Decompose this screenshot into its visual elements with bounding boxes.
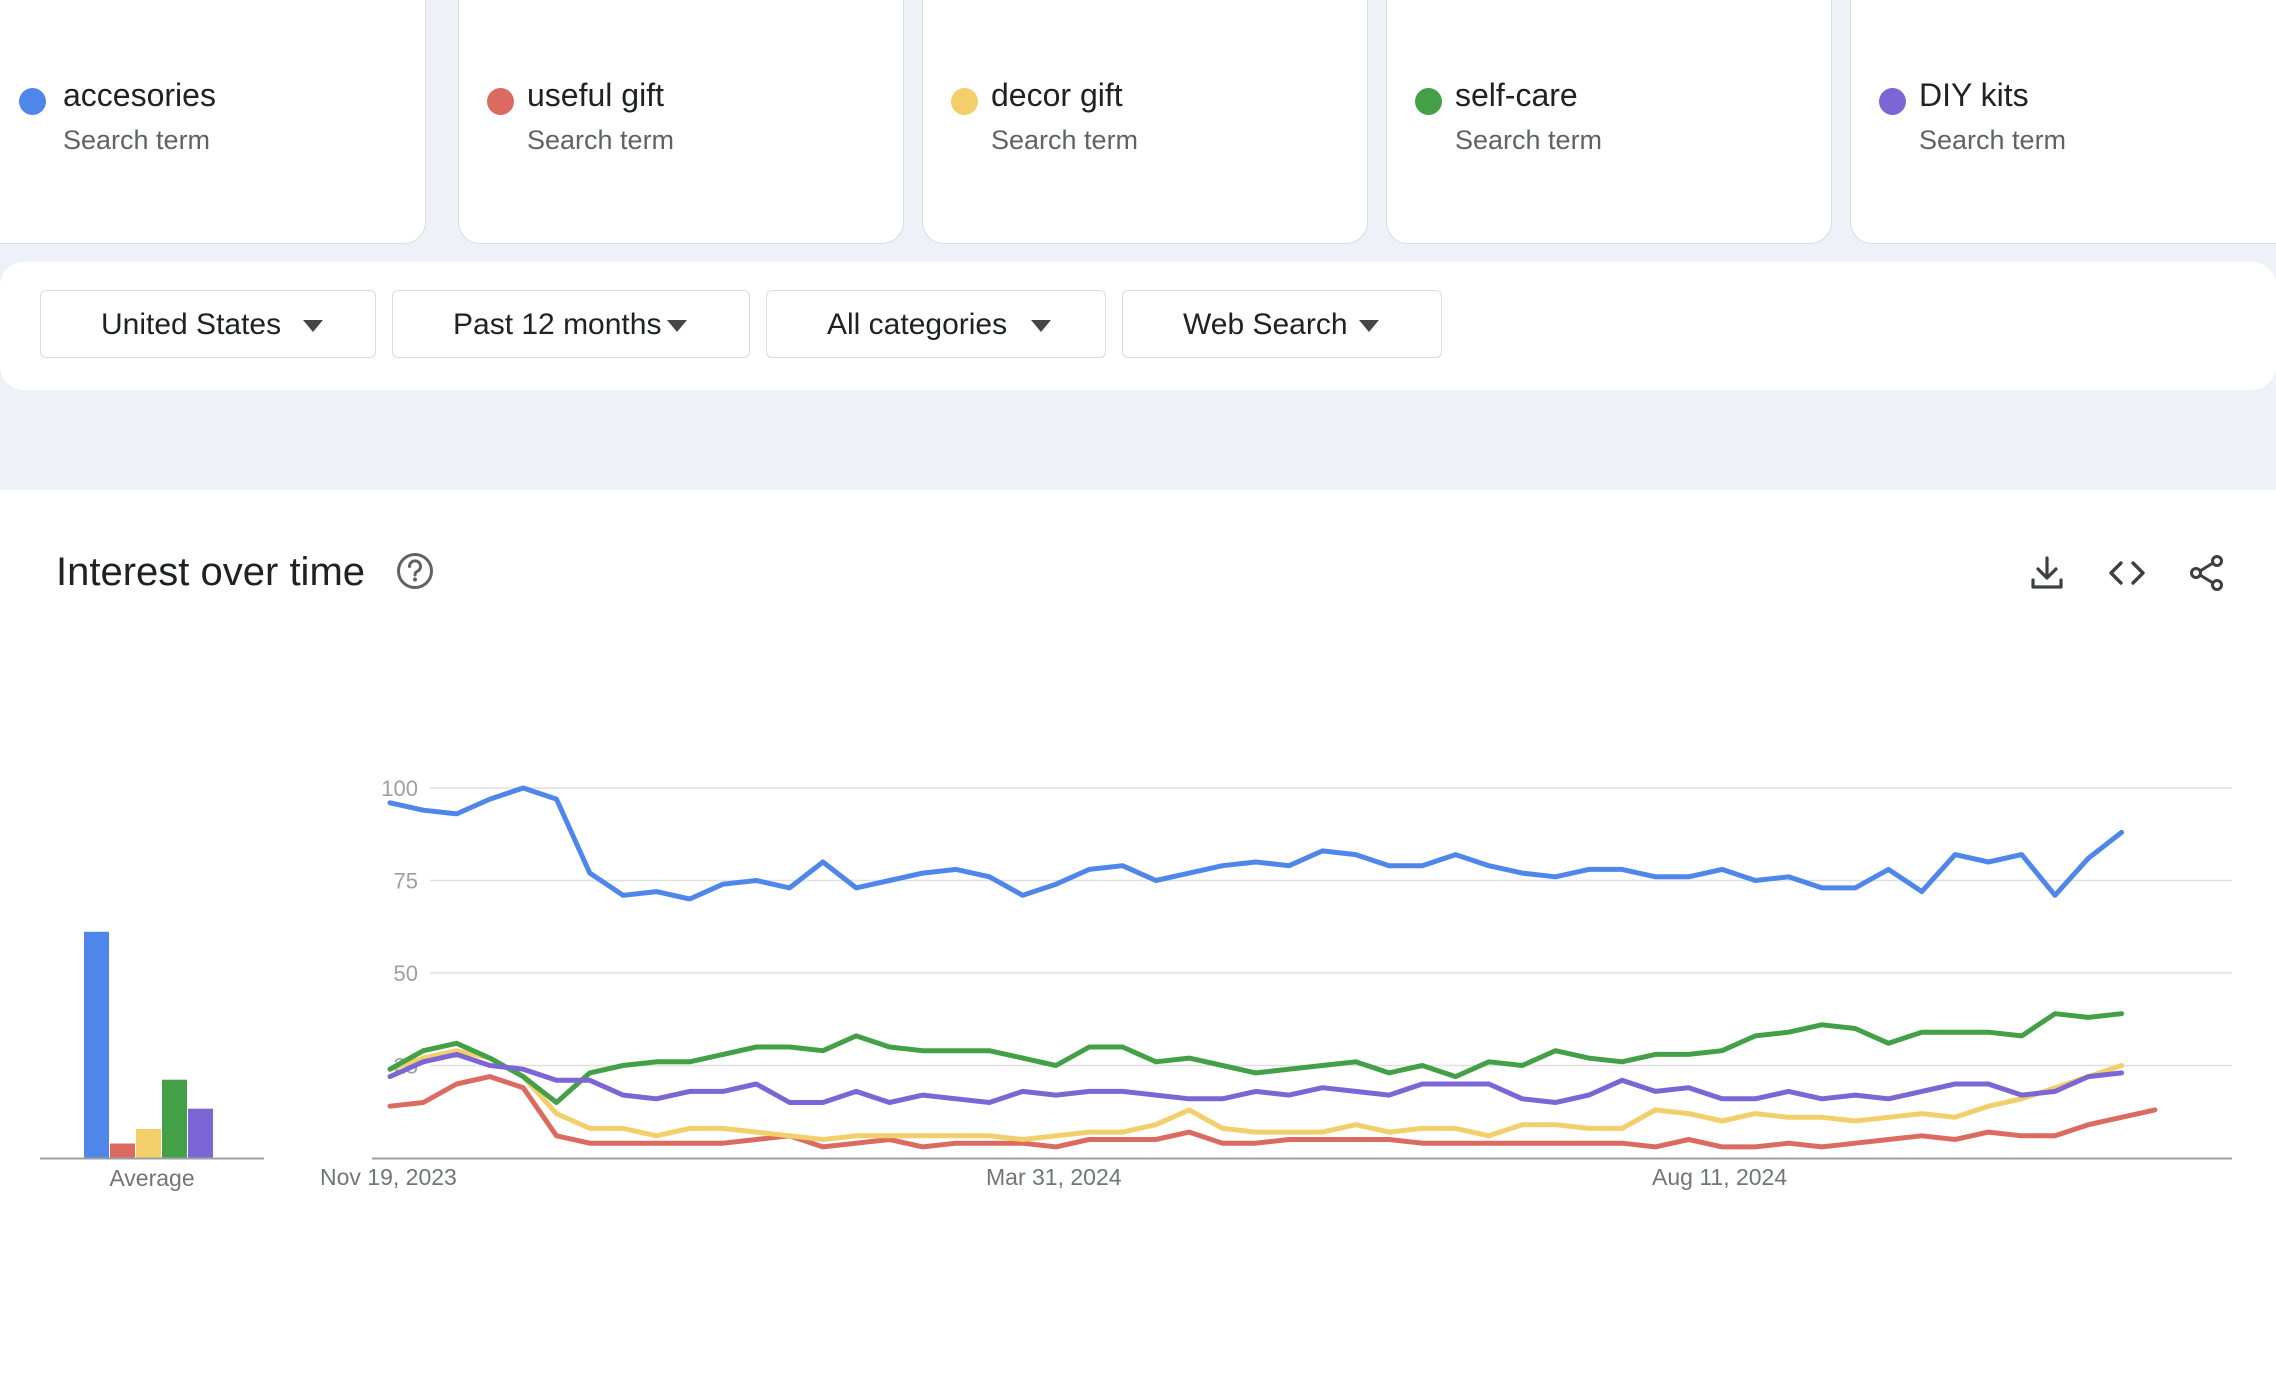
term-name: self-care (1455, 77, 1578, 113)
series-line-diy-kits (387, 1051, 2125, 1105)
average-bar-chart (40, 931, 264, 1160)
caret-down-icon (667, 320, 687, 332)
y-tick-label: 100 (381, 776, 418, 801)
interest-over-time-panel: Interest over time (0, 490, 2276, 1390)
term-name: useful gift (527, 77, 664, 113)
search-type-select[interactable]: Web Search (1122, 290, 1442, 358)
average-bar-useful-gift (110, 1143, 135, 1158)
download-icon[interactable] (2026, 552, 2068, 594)
caret-down-icon (1031, 320, 1051, 332)
average-bar-accesories (84, 931, 109, 1158)
x-tick-label: Nov 19, 2023 (320, 1164, 457, 1190)
term-subtitle: Search term (527, 125, 675, 155)
series-line-accesories (387, 785, 2125, 902)
term-subtitle: Search term (1455, 125, 1603, 155)
series-line-decor-gift (387, 1048, 2125, 1142)
category-select[interactable]: All categories (766, 290, 1106, 358)
average-label: Average (109, 1165, 195, 1191)
term-card-useful-gift[interactable]: useful gift Search term (458, 0, 904, 244)
term-subtitle: Search term (63, 125, 211, 155)
term-color-dot (951, 88, 978, 115)
region-select[interactable]: United States (40, 290, 376, 358)
x-tick-label: Aug 11, 2024 (1652, 1164, 1788, 1190)
series-line-self-care (387, 1011, 2125, 1105)
series-line-useful-gift (387, 1074, 2158, 1150)
term-color-dot (487, 88, 514, 115)
term-color-dot (1415, 88, 1442, 115)
term-name: DIY kits (1919, 77, 2029, 113)
filter-bar: United States Past 12 months All categor… (0, 262, 2276, 390)
period-select[interactable]: Past 12 months (392, 290, 750, 358)
panel-title: Interest over time (56, 550, 366, 594)
category-select-label: All categories (827, 308, 1008, 341)
help-circle-icon[interactable] (396, 552, 434, 590)
x-tick-label: Mar 31, 2024 (986, 1164, 1122, 1190)
search-type-select-label: Web Search (1183, 308, 1348, 341)
term-name: accesories (63, 77, 216, 113)
region-select-label: United States (101, 308, 282, 341)
average-bar-diy-kits (188, 1108, 213, 1158)
term-color-dot (1879, 88, 1906, 115)
term-color-dot (19, 88, 46, 115)
term-subtitle: Search term (1919, 125, 2067, 155)
average-bar-decor-gift (136, 1129, 161, 1158)
caret-down-icon (303, 320, 323, 332)
embed-code-icon[interactable] (2106, 552, 2148, 594)
term-card-self-care[interactable]: self-care Search term (1386, 0, 1832, 244)
period-select-label: Past 12 months (453, 308, 662, 341)
y-tick-label: 75 (394, 869, 418, 894)
caret-down-icon (1359, 320, 1379, 332)
term-card-accesories[interactable]: accesories Search term (0, 0, 426, 244)
term-card-diy-kits[interactable]: DIY kits Search term (1850, 0, 2276, 244)
term-card-decor-gift[interactable]: decor gift Search term (922, 0, 1368, 244)
y-tick-label: 50 (394, 961, 418, 986)
term-subtitle: Search term (991, 125, 1139, 155)
share-icon[interactable] (2186, 552, 2228, 594)
term-name: decor gift (991, 77, 1123, 113)
average-bar-self-care (162, 1079, 187, 1158)
